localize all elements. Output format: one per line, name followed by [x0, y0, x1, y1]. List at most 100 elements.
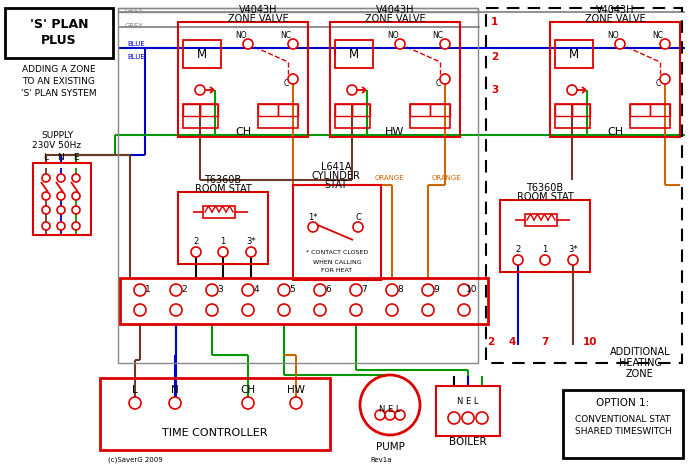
- Text: 3: 3: [217, 285, 223, 294]
- Circle shape: [42, 222, 50, 230]
- Bar: [525, 214, 557, 226]
- Text: NO: NO: [607, 31, 619, 41]
- Text: V4043H: V4043H: [376, 5, 414, 15]
- Text: 2: 2: [487, 337, 495, 347]
- Text: N E L: N E L: [380, 404, 401, 414]
- Circle shape: [386, 284, 398, 296]
- Bar: [436, 386, 500, 436]
- Text: 10: 10: [466, 285, 477, 294]
- Text: 5: 5: [289, 285, 295, 294]
- Text: ZONE: ZONE: [626, 369, 654, 379]
- Text: 3: 3: [491, 85, 498, 95]
- Bar: [258, 104, 298, 128]
- Text: CONVENTIONAL STAT: CONVENTIONAL STAT: [575, 416, 671, 424]
- Text: 7: 7: [361, 285, 367, 294]
- Circle shape: [170, 304, 182, 316]
- Text: T6360B: T6360B: [204, 175, 241, 185]
- Text: CH: CH: [240, 385, 255, 395]
- Circle shape: [567, 85, 577, 95]
- Circle shape: [191, 247, 201, 257]
- Circle shape: [242, 284, 254, 296]
- Circle shape: [660, 74, 670, 84]
- Circle shape: [243, 39, 253, 49]
- Text: CH: CH: [607, 127, 623, 137]
- Circle shape: [395, 39, 405, 49]
- Text: 3*: 3*: [568, 246, 578, 255]
- Circle shape: [278, 284, 290, 296]
- Circle shape: [206, 284, 218, 296]
- Circle shape: [440, 74, 450, 84]
- Bar: [335, 104, 352, 116]
- Text: N: N: [58, 154, 64, 162]
- Text: M: M: [197, 49, 207, 61]
- Text: ZONE VALVE: ZONE VALVE: [228, 14, 288, 24]
- Text: NC: NC: [433, 31, 444, 41]
- Text: (c)SaverG 2009: (c)SaverG 2009: [108, 457, 163, 463]
- Text: 2: 2: [193, 237, 199, 247]
- Text: 9: 9: [433, 285, 439, 294]
- Text: HW: HW: [385, 127, 405, 137]
- Bar: [200, 104, 218, 116]
- Text: NC: NC: [653, 31, 664, 41]
- Text: SUPPLY: SUPPLY: [41, 131, 73, 139]
- Circle shape: [422, 304, 434, 316]
- Circle shape: [242, 304, 254, 316]
- Circle shape: [129, 397, 141, 409]
- Circle shape: [134, 284, 146, 296]
- Text: N: N: [171, 385, 179, 395]
- Text: N E L: N E L: [457, 397, 479, 407]
- Bar: [178, 192, 268, 264]
- Circle shape: [513, 255, 523, 265]
- Bar: [118, 8, 478, 363]
- Circle shape: [395, 410, 405, 420]
- Text: 6: 6: [325, 285, 331, 294]
- Text: E: E: [73, 154, 79, 162]
- Text: GREY: GREY: [125, 23, 144, 29]
- Circle shape: [195, 85, 205, 95]
- Text: 10: 10: [583, 337, 598, 347]
- Text: ZONE VALVE: ZONE VALVE: [365, 14, 425, 24]
- Circle shape: [308, 222, 318, 232]
- Text: ROOM STAT: ROOM STAT: [517, 192, 573, 202]
- Text: C: C: [355, 212, 361, 221]
- Circle shape: [42, 174, 50, 182]
- Bar: [430, 104, 450, 116]
- Text: 3*: 3*: [246, 237, 256, 247]
- Bar: [203, 206, 235, 218]
- Text: V4043H: V4043H: [595, 5, 634, 15]
- Text: BLUE: BLUE: [127, 54, 145, 60]
- Text: 4: 4: [509, 337, 515, 347]
- Circle shape: [242, 397, 254, 409]
- Text: L: L: [43, 154, 48, 162]
- Text: 8: 8: [397, 285, 403, 294]
- Circle shape: [660, 39, 670, 49]
- Circle shape: [72, 192, 80, 200]
- Text: L: L: [132, 385, 138, 395]
- Circle shape: [462, 412, 474, 424]
- Text: 'S' PLAN SYSTEM: 'S' PLAN SYSTEM: [21, 89, 97, 98]
- Bar: [563, 390, 683, 458]
- Circle shape: [458, 304, 470, 316]
- Text: 1*: 1*: [308, 212, 318, 221]
- Text: SHARED TIMESWITCH: SHARED TIMESWITCH: [575, 427, 671, 437]
- Circle shape: [290, 397, 302, 409]
- Circle shape: [568, 255, 578, 265]
- Text: STAT: STAT: [324, 180, 348, 190]
- Circle shape: [314, 284, 326, 296]
- Circle shape: [170, 284, 182, 296]
- Circle shape: [288, 39, 298, 49]
- Text: OPTION 1:: OPTION 1:: [596, 398, 649, 408]
- Circle shape: [350, 304, 362, 316]
- Text: 230V 50Hz: 230V 50Hz: [32, 141, 81, 151]
- Circle shape: [347, 85, 357, 95]
- Circle shape: [375, 410, 385, 420]
- Circle shape: [440, 39, 450, 49]
- Circle shape: [57, 222, 65, 230]
- Circle shape: [288, 74, 298, 84]
- Text: L641A: L641A: [321, 162, 351, 172]
- Bar: [630, 104, 670, 128]
- Circle shape: [385, 410, 395, 420]
- Bar: [555, 104, 590, 128]
- Circle shape: [246, 247, 256, 257]
- Text: C: C: [656, 80, 660, 88]
